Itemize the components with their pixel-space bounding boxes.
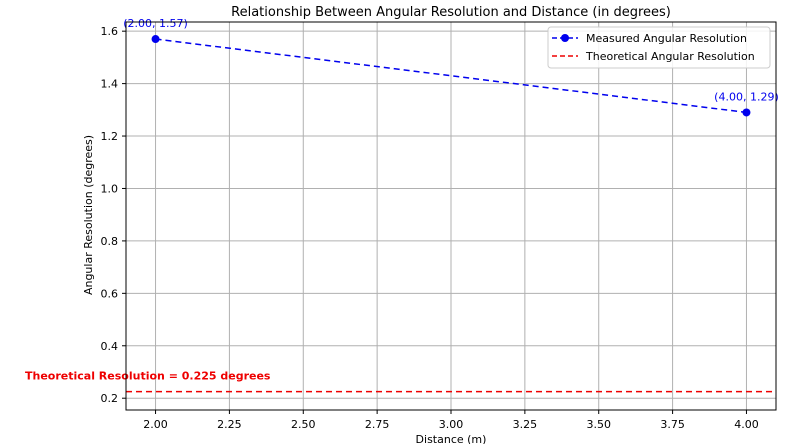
chart-title: Relationship Between Angular Resolution … <box>231 5 671 20</box>
legend-box <box>547 26 771 69</box>
y-tick-label: 0.8 <box>101 235 119 248</box>
measured-point <box>151 35 160 44</box>
measured-point-label: (2.00, 1.57) <box>123 17 188 30</box>
x-tick-label: 2.25 <box>217 418 242 431</box>
grid <box>126 22 776 410</box>
theoretical-resolution-annotation: Theoretical Resolution = 0.225 degrees <box>25 370 271 383</box>
legend-label-measured: Measured Angular Resolution <box>586 32 747 45</box>
x-tick-label: 3.50 <box>586 418 611 431</box>
y-tick-label: 0.4 <box>101 340 119 353</box>
legend-marker-measured <box>561 34 569 42</box>
measured-point-label: (4.00, 1.29) <box>714 90 779 103</box>
y-tick-label: 1.6 <box>101 25 119 38</box>
y-tick-label: 0.6 <box>101 287 119 300</box>
series-layer: (2.00, 1.57) (4.00, 1.29) <box>123 17 779 117</box>
y-tick-label: 1.0 <box>101 182 119 195</box>
x-tick-label: 2.50 <box>291 418 316 431</box>
x-tick-label: 2.00 <box>143 418 168 431</box>
reference-lines: Theoretical Resolution = 0.225 degrees <box>25 370 776 393</box>
x-tick-label: 3.00 <box>439 418 464 431</box>
x-tick-label: 3.25 <box>513 418 538 431</box>
x-tick-label: 4.00 <box>734 418 759 431</box>
legend: Measured Angular Resolution Theoretical … <box>547 26 771 69</box>
x-tick-label: 2.75 <box>365 418 390 431</box>
y-tick-label: 0.2 <box>101 392 119 405</box>
axes: 2.00 2.25 2.50 2.75 3.00 3.25 3.50 3.75 4.00 0.2 0… <box>101 21 777 431</box>
measured-point <box>742 108 751 117</box>
y-tick-label: 1.4 <box>101 78 119 91</box>
y-axis-title: Angular Resolution (degrees) <box>82 135 95 295</box>
legend-label-theoretical: Theoretical Angular Resolution <box>585 50 755 63</box>
x-tick-label: 3.75 <box>660 418 685 431</box>
x-axis-title: Distance (m) <box>416 433 487 444</box>
y-tick-label: 1.2 <box>101 130 119 143</box>
